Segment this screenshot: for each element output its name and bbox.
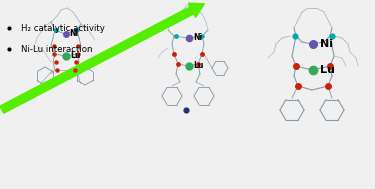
Text: Ni-Lu interaction: Ni-Lu interaction xyxy=(21,45,92,54)
Text: Lu: Lu xyxy=(320,65,335,75)
Text: Lu: Lu xyxy=(193,61,203,70)
Text: Ni: Ni xyxy=(320,39,333,49)
Text: Ni: Ni xyxy=(193,33,202,43)
Text: Lu: Lu xyxy=(70,51,80,60)
Text: Ni: Ni xyxy=(69,29,78,39)
FancyArrow shape xyxy=(0,3,204,113)
Text: H₂ catalytic activity: H₂ catalytic activity xyxy=(21,24,105,33)
